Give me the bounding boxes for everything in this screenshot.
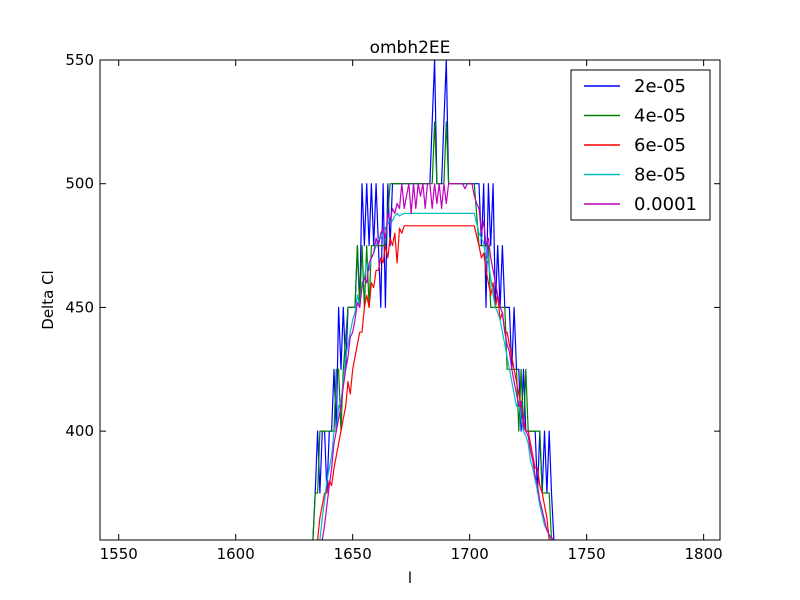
legend: 2e-05 4e-05 6e-05 8e-05 0.0001	[570, 69, 711, 221]
chart-title: ombh2EE	[370, 38, 451, 58]
x-tick-label: 1800	[685, 545, 723, 563]
y-tick-label: 400	[65, 422, 94, 440]
x-tick-label: 1550	[100, 545, 138, 563]
x-tick-label: 1600	[217, 545, 255, 563]
series-line-5	[321, 183, 555, 540]
legend-label-3: 6e-05	[634, 135, 686, 156]
x-axis-label: l	[408, 569, 412, 587]
legend-entries: 2e-05 4e-05 6e-05 8e-05 0.0001	[584, 76, 697, 215]
tick-layer: 1550 1600 1650 1700 1750 1800 400 450 500 550	[65, 51, 722, 563]
y-tick-label: 500	[65, 175, 94, 193]
y-tick-label: 450	[65, 298, 94, 316]
y-tick-label: 550	[65, 51, 94, 69]
series-line-3	[317, 225, 550, 540]
legend-label-1: 2e-05	[634, 76, 686, 97]
x-tick-label: 1700	[451, 545, 489, 563]
legend-label-5: 0.0001	[634, 194, 697, 215]
x-tick-label: 1750	[568, 545, 606, 563]
series-line-1	[312, 60, 555, 540]
series-line-2	[312, 121, 553, 540]
y-axis-label: Delta Cl	[39, 270, 57, 329]
legend-label-4: 8e-05	[634, 165, 686, 186]
x-tick-label: 1650	[334, 545, 372, 563]
series-line-4	[319, 212, 553, 540]
legend-label-2: 4e-05	[634, 106, 686, 127]
series-layer	[312, 60, 555, 540]
plot-frame	[99, 59, 721, 541]
